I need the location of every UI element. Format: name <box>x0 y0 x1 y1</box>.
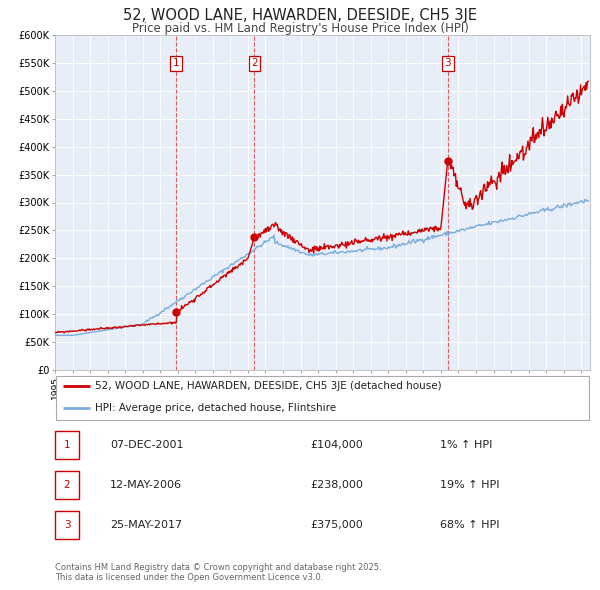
Text: 1: 1 <box>173 58 179 68</box>
Text: 07-DEC-2001: 07-DEC-2001 <box>110 440 184 450</box>
Text: 2: 2 <box>251 58 258 68</box>
Text: 25-MAY-2017: 25-MAY-2017 <box>110 520 182 530</box>
Text: HPI: Average price, detached house, Flintshire: HPI: Average price, detached house, Flin… <box>95 403 336 413</box>
Text: 52, WOOD LANE, HAWARDEN, DEESIDE, CH5 3JE (detached house): 52, WOOD LANE, HAWARDEN, DEESIDE, CH5 3J… <box>95 381 442 391</box>
Text: 12-MAY-2006: 12-MAY-2006 <box>110 480 182 490</box>
Text: 19% ↑ HPI: 19% ↑ HPI <box>440 480 499 490</box>
Text: 2: 2 <box>64 480 70 490</box>
Text: 1% ↑ HPI: 1% ↑ HPI <box>440 440 493 450</box>
Text: 52, WOOD LANE, HAWARDEN, DEESIDE, CH5 3JE: 52, WOOD LANE, HAWARDEN, DEESIDE, CH5 3J… <box>123 8 477 23</box>
Text: £104,000: £104,000 <box>310 440 363 450</box>
Text: 3: 3 <box>445 58 451 68</box>
Text: 68% ↑ HPI: 68% ↑ HPI <box>440 520 499 530</box>
Text: £238,000: £238,000 <box>310 480 363 490</box>
Text: £375,000: £375,000 <box>310 520 363 530</box>
Text: 3: 3 <box>64 520 70 530</box>
Text: Contains HM Land Registry data © Crown copyright and database right 2025.
This d: Contains HM Land Registry data © Crown c… <box>55 563 382 582</box>
FancyBboxPatch shape <box>56 376 589 419</box>
Text: 1: 1 <box>64 440 70 450</box>
Text: Price paid vs. HM Land Registry's House Price Index (HPI): Price paid vs. HM Land Registry's House … <box>131 22 469 35</box>
